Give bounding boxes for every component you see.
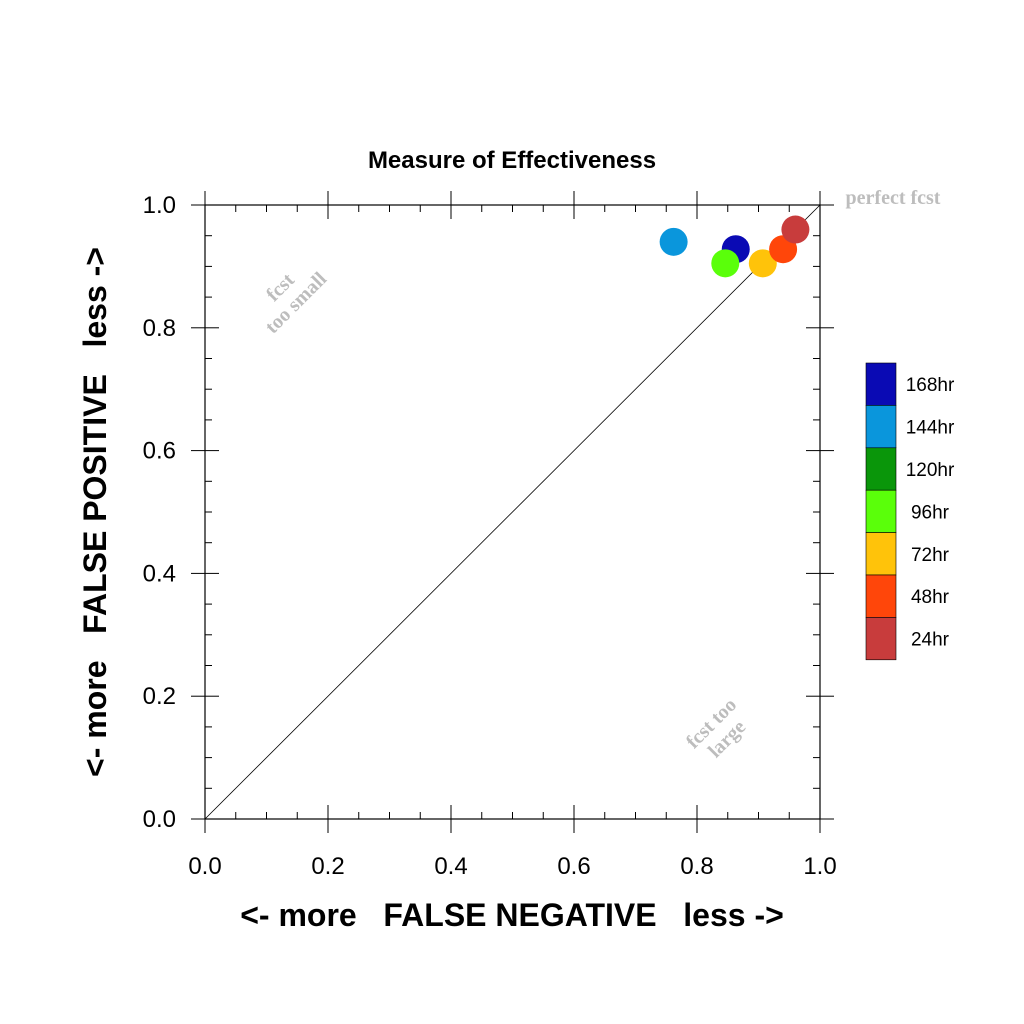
y-tick-label: 1.0 <box>143 192 176 219</box>
legend-label-168hr: 168hr <box>906 375 955 396</box>
legend-label-96hr: 96hr <box>911 502 950 523</box>
diagonal-reference-line <box>204 204 821 820</box>
axis-tick-labels: 0.0 0.2 0.4 0.6 0.8 1.0 0.0 0.2 0.4 0.6 0.8 1.0 <box>143 192 837 880</box>
legend-label-24hr: 24hr <box>911 630 950 651</box>
legend-label-48hr: 48hr <box>911 587 950 608</box>
legend-swatch-96hr <box>865 489 897 533</box>
x-tick-label: 0.0 <box>188 853 221 880</box>
point-96hr <box>711 249 740 278</box>
legend-swatch-168hr <box>865 362 897 406</box>
x-axis-title: <- more FALSE NEGATIVE less -> <box>240 897 784 933</box>
y-tick-label: 0.2 <box>143 683 176 710</box>
point-144hr <box>659 227 688 256</box>
y-tick-label: 0.4 <box>143 560 176 587</box>
point-24hr <box>781 215 810 244</box>
legend: 168hr 144hr 120hr 96hr 72hr 48hr 24hr <box>865 362 955 661</box>
annotation-too-small-line2: too small <box>261 268 331 338</box>
x-tick-label: 1.0 <box>803 853 836 880</box>
legend-label-72hr: 72hr <box>911 545 950 566</box>
axis-ticks <box>191 191 834 833</box>
legend-swatch-120hr <box>865 447 897 491</box>
y-tick-label: 0.6 <box>143 438 176 465</box>
y-axis-title: <- more FALSE POSITIVE less -> <box>77 247 113 777</box>
chart-title: Measure of Effectiveness <box>368 147 656 174</box>
y-tick-label: 0.0 <box>143 806 176 833</box>
x-tick-label: 0.8 <box>680 853 713 880</box>
x-tick-label: 0.4 <box>434 853 467 880</box>
legend-label-144hr: 144hr <box>906 418 955 439</box>
legend-swatch-144hr <box>865 405 897 449</box>
annotation-too-small: fcst too small <box>261 268 331 338</box>
legend-swatch-72hr <box>865 532 897 576</box>
x-tick-label: 0.6 <box>557 853 590 880</box>
annotation-perfect-fcst: perfect fcst <box>846 187 941 209</box>
legend-swatch-24hr <box>865 617 897 661</box>
x-tick-label: 0.2 <box>311 853 344 880</box>
data-points <box>659 215 810 278</box>
annotation-too-large: fcst too large <box>682 694 750 762</box>
legend-swatch-48hr <box>865 574 897 618</box>
point-72hr <box>748 249 777 278</box>
y-tick-label: 0.8 <box>143 315 176 342</box>
legend-label-120hr: 120hr <box>906 460 955 481</box>
